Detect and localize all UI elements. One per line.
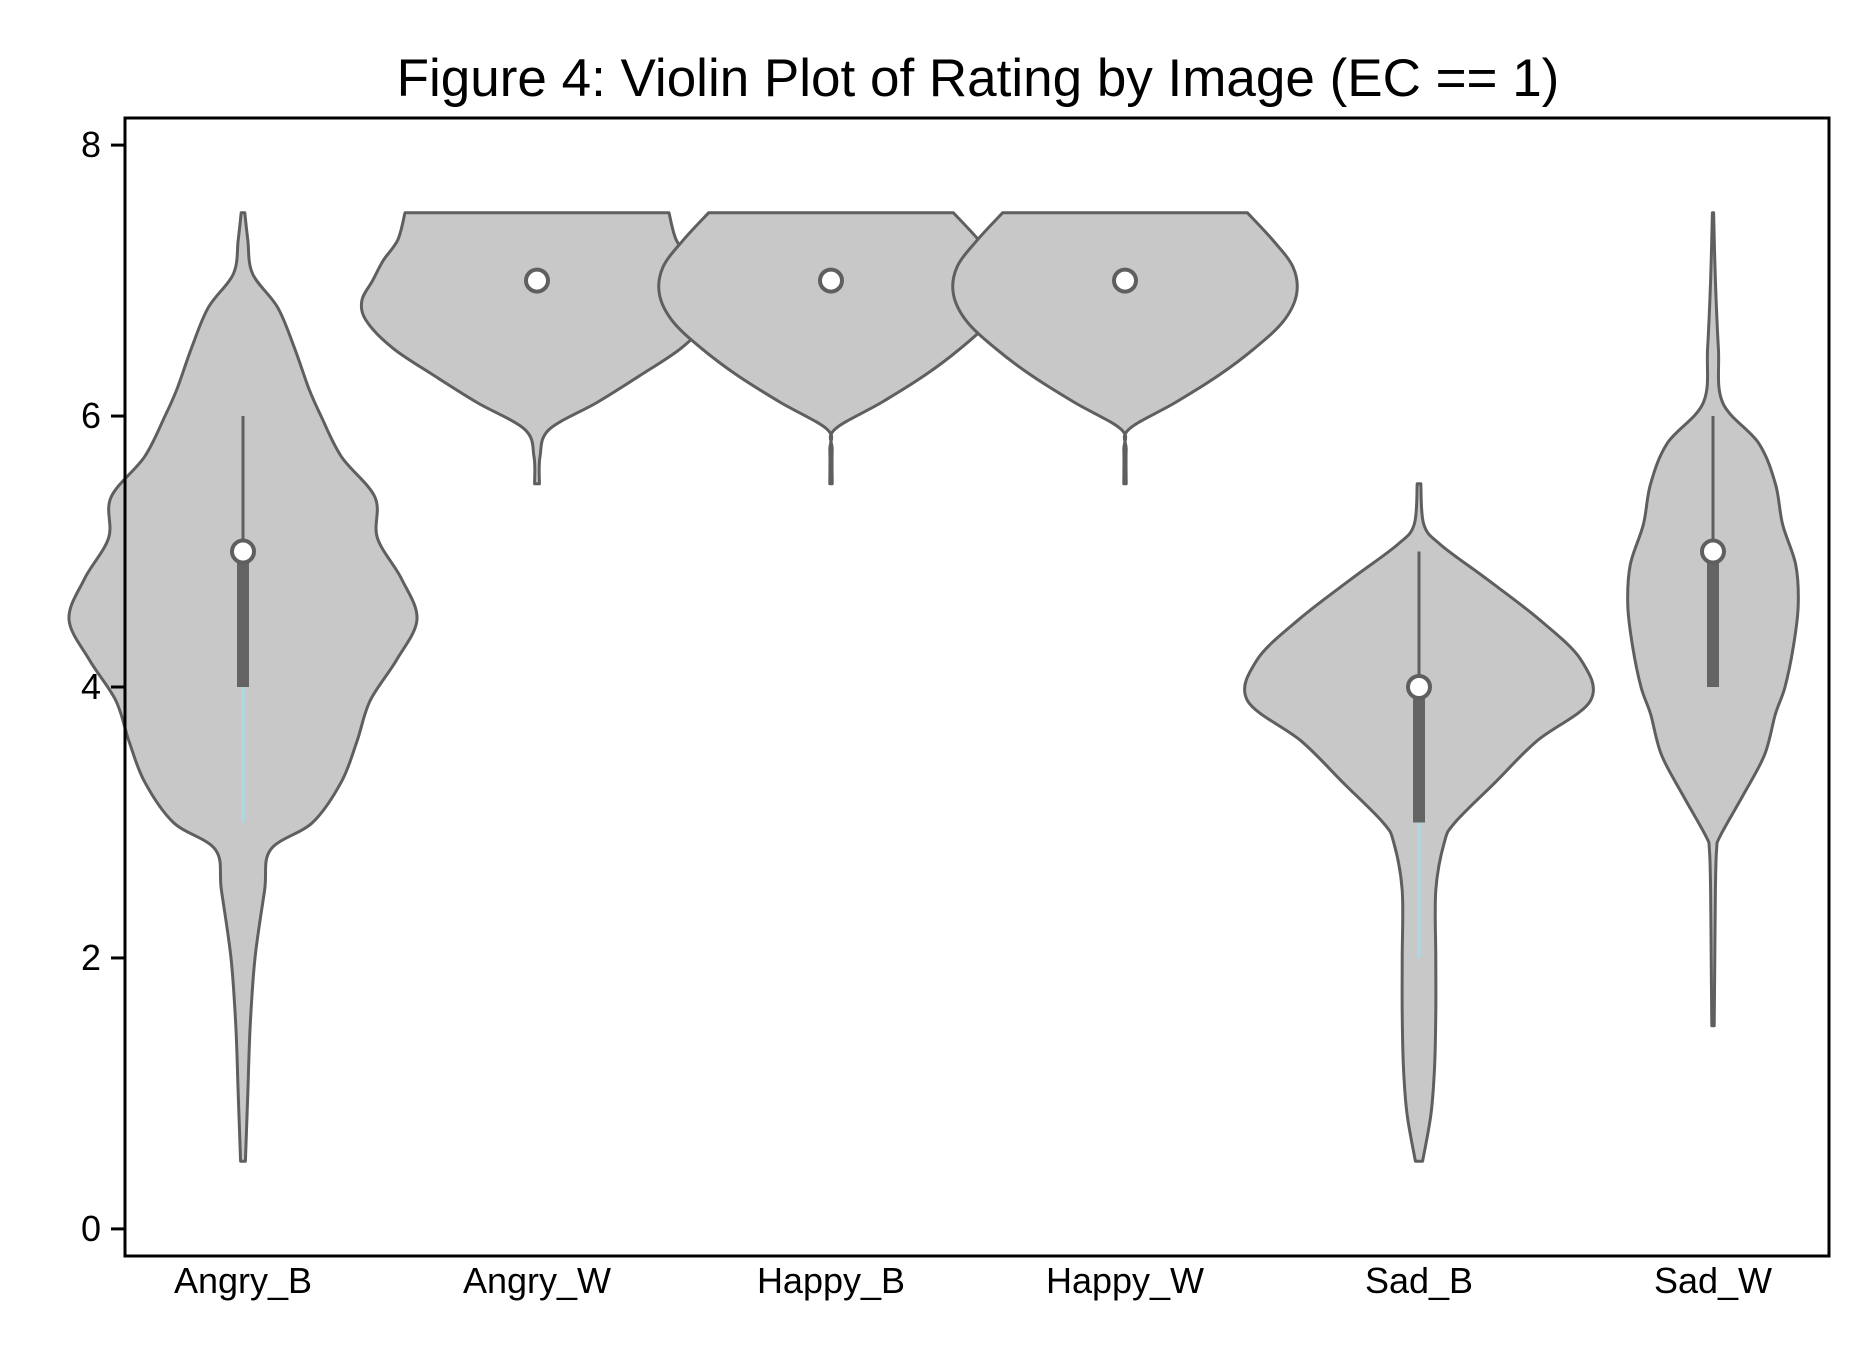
chart-title: Figure 4: Violin Plot of Rating by Image… bbox=[397, 49, 1560, 108]
violin-happy-w bbox=[951, 211, 1299, 486]
violin-sad-w bbox=[1626, 211, 1800, 1028]
x-tick-label: Happy_W bbox=[1046, 1260, 1204, 1301]
plot-area bbox=[67, 211, 1800, 1163]
y-tick-label: 4 bbox=[81, 666, 101, 707]
violin-body bbox=[951, 211, 1299, 486]
x-axis: Angry_B Angry_W Happy_B Happy_W Sad_B Sad_W bbox=[174, 1260, 1772, 1301]
iqr-box bbox=[1707, 551, 1719, 687]
median-marker bbox=[1406, 674, 1432, 700]
median-marker bbox=[524, 267, 550, 294]
violin-angry-b bbox=[67, 211, 419, 1163]
y-axis: 0 2 4 6 8 bbox=[81, 124, 125, 1249]
y-tick-label: 2 bbox=[81, 937, 101, 978]
x-tick-label: Sad_W bbox=[1654, 1260, 1772, 1301]
iqr-box bbox=[237, 551, 249, 687]
iqr-box bbox=[1413, 687, 1425, 823]
median-marker bbox=[230, 538, 256, 565]
median-marker bbox=[818, 267, 844, 294]
x-tick-label: Sad_B bbox=[1365, 1260, 1473, 1301]
median-marker bbox=[1112, 267, 1138, 294]
violin-sad-b bbox=[1243, 482, 1595, 1163]
y-tick-label: 6 bbox=[81, 395, 101, 436]
y-tick-label: 0 bbox=[81, 1208, 101, 1249]
y-tick-label: 8 bbox=[81, 124, 101, 165]
x-tick-label: Happy_B bbox=[757, 1260, 905, 1301]
x-tick-label: Angry_W bbox=[463, 1260, 611, 1301]
median-marker bbox=[1700, 538, 1726, 565]
x-tick-label: Angry_B bbox=[174, 1260, 312, 1301]
